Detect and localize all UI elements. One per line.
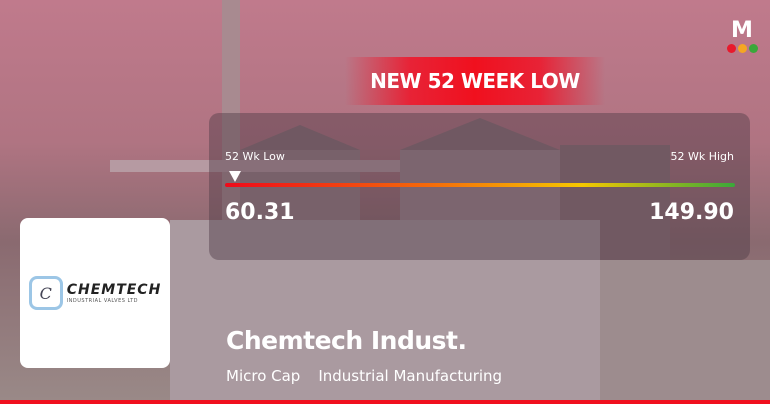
company-name: Chemtech Indust.: [226, 326, 467, 355]
red-dot-icon: [726, 44, 736, 53]
orange-dot-icon: [737, 44, 747, 53]
52-wk-high-label: 52 Wk High: [670, 150, 734, 163]
industry-tag: Industrial Manufacturing: [318, 367, 503, 385]
company-logo-hex-icon: C: [28, 276, 63, 310]
company-logo-subtitle: INDUSTRIAL VALVES LTD: [66, 298, 139, 304]
green-dot-icon: [748, 44, 758, 53]
52-wk-low-label: 52 Wk Low: [225, 150, 285, 163]
brand-dots: [724, 44, 760, 53]
new-52-week-low-banner: NEW 52 WEEK LOW: [345, 57, 605, 105]
company-logo: C CHEMTECH INDUSTRIAL VALVES LTD: [20, 218, 170, 368]
company-logo-name: CHEMTECH: [66, 282, 162, 298]
52-wk-high-value: 149.90: [649, 200, 734, 225]
bottom-accent-bar: [0, 400, 770, 404]
brand-logo: M: [724, 20, 760, 54]
range-bar: [225, 183, 735, 187]
brand-logo-letter: M: [731, 18, 753, 43]
market-cap-tag: Micro Cap: [226, 367, 301, 385]
current-price-marker-icon: [229, 171, 241, 182]
company-tags: Micro Cap Industrial Manufacturing: [226, 367, 502, 385]
52-wk-low-value: 60.31: [225, 200, 295, 225]
